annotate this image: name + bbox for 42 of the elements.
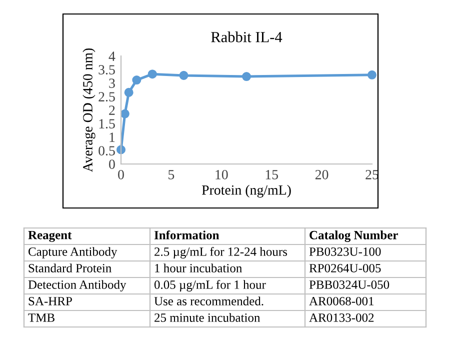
text: Capture Antibody [28, 247, 118, 258]
y-tick-label: 1.5 [99, 119, 115, 129]
text: PBB0324U-050 [309, 280, 390, 289]
y-tick-label: 2 [109, 106, 115, 115]
point [242, 72, 252, 82]
x-tick-label: 15 [266, 170, 278, 180]
y-tick-label: 3 [109, 78, 115, 88]
y-axis-title: Average OD (450 nm) [82, 48, 96, 172]
x-tick-label: 10 [216, 170, 228, 180]
y-tick-label: 0 [109, 160, 115, 169]
point [367, 70, 377, 80]
text: AR0068-001 [309, 296, 374, 306]
text: PB0323U-100 [309, 247, 381, 256]
y-tick-label: 0.5 [98, 146, 115, 156]
y-tick-label: 3.5 [98, 65, 115, 75]
x-tick-label: 20 [315, 170, 328, 180]
text: Standard Protein [28, 264, 112, 272]
point [132, 76, 142, 85]
text: SA-HRP [28, 296, 72, 306]
text: 0.05 µg/mL for 1 hour [154, 280, 266, 292]
point [148, 70, 157, 79]
text: 1 hour incubation [155, 264, 242, 272]
point [179, 70, 188, 80]
text: AR0133-002 [309, 313, 374, 322]
text: Information [154, 230, 220, 240]
y-tick-label: 4 [108, 52, 116, 61]
point [120, 109, 130, 118]
y-tick-label: 1 [110, 132, 115, 142]
x-tick-label: 0 [118, 170, 124, 180]
text: Catalog Number [310, 230, 398, 242]
chart-title: Rabbit IL-4 [211, 32, 282, 42]
text: RP0264U-005 [309, 264, 381, 272]
x-tick-label: 5 [168, 170, 174, 180]
text: Detection Antibody [28, 280, 126, 292]
point [124, 88, 134, 97]
text: Use as recommended. [154, 296, 264, 306]
y-tick-label: 2.5 [98, 92, 115, 102]
text: TMB [28, 314, 54, 322]
x-axis-title: Protein (ng/mL) [202, 184, 291, 198]
text: 25 minute incubation [154, 313, 260, 322]
text: 2.5 µg/mL for 12-24 hours [154, 247, 287, 258]
text: Reagent [28, 230, 72, 242]
